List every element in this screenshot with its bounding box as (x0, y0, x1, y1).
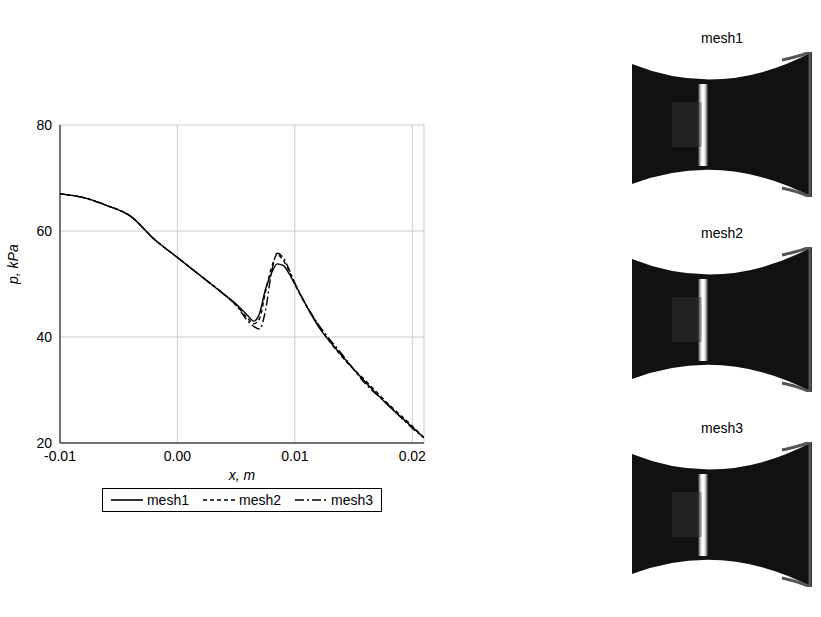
svg-text:20: 20 (36, 435, 52, 451)
html-text:mesh1: mesh1 (147, 492, 189, 508)
svg-text:80: 80 (36, 117, 52, 133)
svg-text:0.02: 0.02 (399, 448, 426, 464)
svg-text:0.01: 0.01 (281, 448, 308, 464)
html-text:mesh3: mesh3 (701, 420, 743, 436)
svg-text:40: 40 (36, 329, 52, 345)
svg-text:-0.01: -0.01 (44, 447, 76, 464)
html-text:mesh2: mesh2 (701, 225, 743, 241)
svg-text:p, kPa: p, kPa (5, 244, 21, 285)
html-text:mesh3: mesh3 (331, 492, 373, 508)
svg-text:x, m: x, m (228, 467, 256, 482)
html-text:mesh1: mesh1 (701, 30, 743, 46)
svg-text:0.00: 0.00 (164, 448, 191, 464)
html-text:mesh2: mesh2 (239, 492, 281, 508)
svg-text:60: 60 (36, 223, 52, 239)
